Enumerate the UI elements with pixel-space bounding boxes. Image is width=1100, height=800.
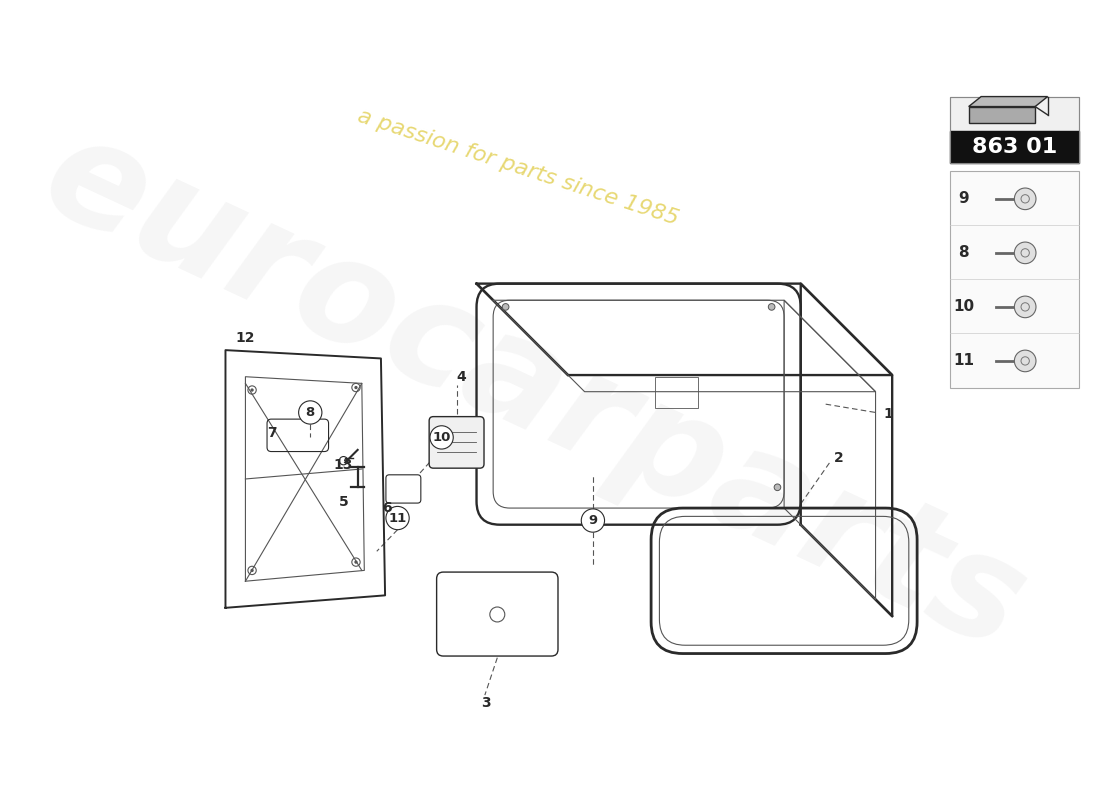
Circle shape: [503, 303, 509, 310]
Circle shape: [251, 569, 254, 572]
Circle shape: [1014, 188, 1036, 210]
Circle shape: [430, 426, 453, 449]
Text: 10: 10: [953, 299, 975, 314]
Circle shape: [768, 303, 776, 310]
Bar: [950, 131, 1079, 163]
Circle shape: [354, 561, 358, 564]
Bar: [969, 106, 1035, 123]
Circle shape: [251, 388, 254, 392]
Bar: [950, 97, 1079, 163]
Circle shape: [1014, 242, 1036, 264]
Text: 11: 11: [954, 354, 975, 369]
Bar: [950, 97, 1079, 131]
Circle shape: [386, 506, 409, 530]
Text: 3: 3: [481, 697, 491, 710]
Text: 863 01: 863 01: [971, 138, 1057, 158]
Text: 9: 9: [588, 514, 597, 527]
Text: 9: 9: [958, 191, 969, 206]
Text: eurocarparts: eurocarparts: [23, 103, 1046, 680]
Circle shape: [354, 386, 358, 389]
Circle shape: [1014, 350, 1036, 372]
Text: 10: 10: [432, 431, 451, 444]
Text: 4: 4: [456, 370, 466, 384]
Bar: [656, 377, 699, 408]
Text: 7: 7: [267, 426, 277, 440]
Bar: [950, 171, 1079, 387]
Text: 2: 2: [834, 451, 844, 465]
Text: a passion for parts since 1985: a passion for parts since 1985: [355, 106, 681, 229]
Text: 8: 8: [306, 406, 315, 419]
Circle shape: [581, 509, 605, 532]
FancyBboxPatch shape: [429, 417, 484, 468]
Text: 8: 8: [958, 246, 969, 260]
Text: 13: 13: [333, 458, 353, 472]
Text: 6: 6: [383, 501, 393, 515]
Circle shape: [774, 484, 781, 490]
Circle shape: [298, 401, 322, 424]
Polygon shape: [969, 97, 1047, 106]
Text: 5: 5: [340, 495, 349, 510]
Text: 1: 1: [884, 407, 893, 421]
Circle shape: [1014, 296, 1036, 318]
Text: 11: 11: [388, 511, 407, 525]
Text: 12: 12: [235, 330, 255, 345]
